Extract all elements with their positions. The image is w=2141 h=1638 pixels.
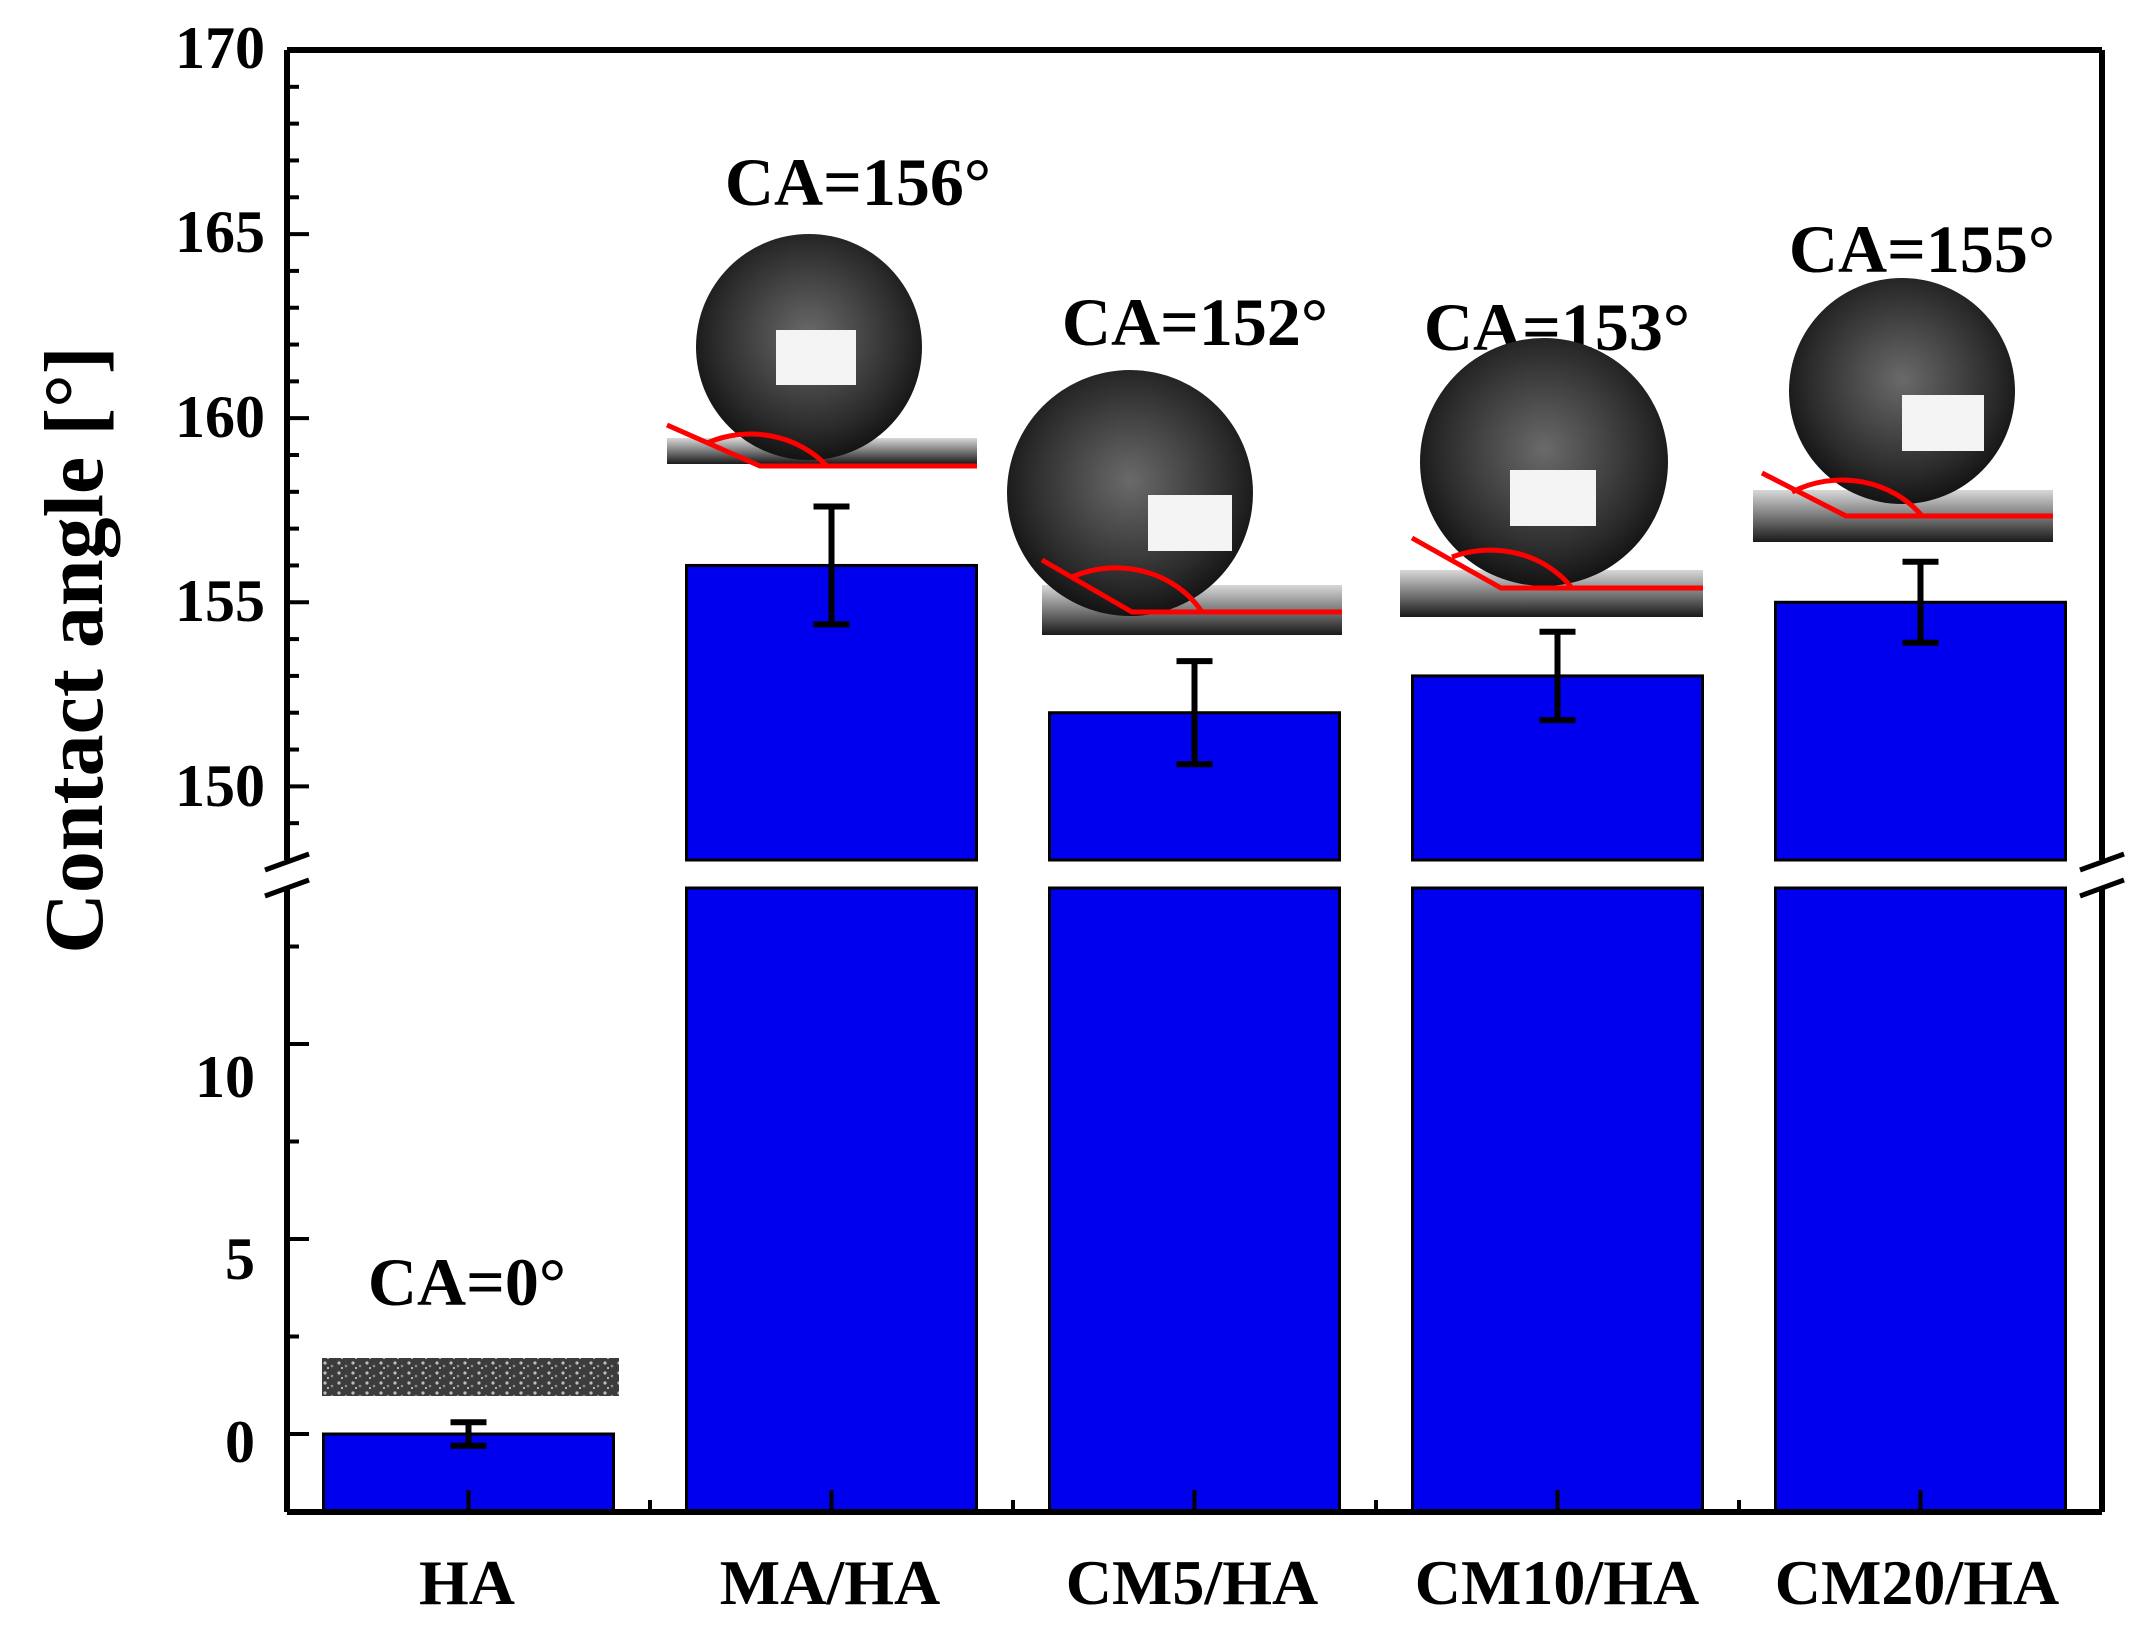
bar-lower — [1048, 886, 1341, 1514]
x-category-labels: HA MA/HA CM5/HA CM10/HA CM20/HA — [419, 1547, 2059, 1618]
x-category-label: MA/HA — [720, 1547, 940, 1618]
y-tick-label: 165 — [175, 199, 265, 265]
axis-break-mark — [264, 851, 310, 873]
substrate-photo-ha — [322, 1358, 619, 1396]
ca-annotation: CA=152° — [1062, 284, 1328, 360]
ca-annotation: CA=0° — [368, 1244, 566, 1320]
y-tick-labels-lower: 0 5 10 — [195, 1044, 255, 1475]
x-category-label: CM10/HA — [1415, 1547, 1699, 1618]
y-tick-labels-upper: 150 155 160 165 170 — [175, 15, 265, 819]
bar-lower — [685, 886, 978, 1514]
plot-area — [264, 47, 2125, 1515]
ca-annotation: CA=156° — [725, 144, 991, 220]
droplet-photo-cm10-ha — [1400, 338, 1703, 617]
y-axis-title: Contact angle [°] — [28, 346, 121, 953]
y-tick-label: 10 — [195, 1044, 255, 1110]
bar-lower — [1411, 886, 1704, 1514]
y-tick-label: 160 — [175, 384, 265, 450]
axis-break-mark — [2079, 851, 2125, 873]
droplet-photo-ma-ha — [665, 234, 977, 469]
droplet-photo-cm5-ha — [1007, 370, 1342, 635]
ca-annotation: CA=155° — [1789, 211, 2055, 287]
y-tick-label: 5 — [225, 1226, 255, 1292]
x-category-label: HA — [419, 1547, 515, 1618]
bar-lower — [1774, 886, 2067, 1514]
y-tick-label: 170 — [175, 15, 265, 81]
axis-break-mark — [264, 877, 310, 899]
ca-annotations: CA=0° CA=156° CA=152° CA=153° CA=155° — [368, 144, 2055, 1320]
x-category-label: CM20/HA — [1775, 1547, 2059, 1618]
y-tick-label: 0 — [225, 1409, 255, 1475]
droplet-photo-cm20-ha — [1753, 278, 2053, 542]
axis-break-gap — [291, 862, 2098, 886]
y-tick-label: 155 — [175, 568, 265, 634]
y-tick-label: 150 — [175, 753, 265, 819]
x-category-label: CM5/HA — [1066, 1547, 1318, 1618]
axis-break-mark — [2079, 877, 2125, 899]
